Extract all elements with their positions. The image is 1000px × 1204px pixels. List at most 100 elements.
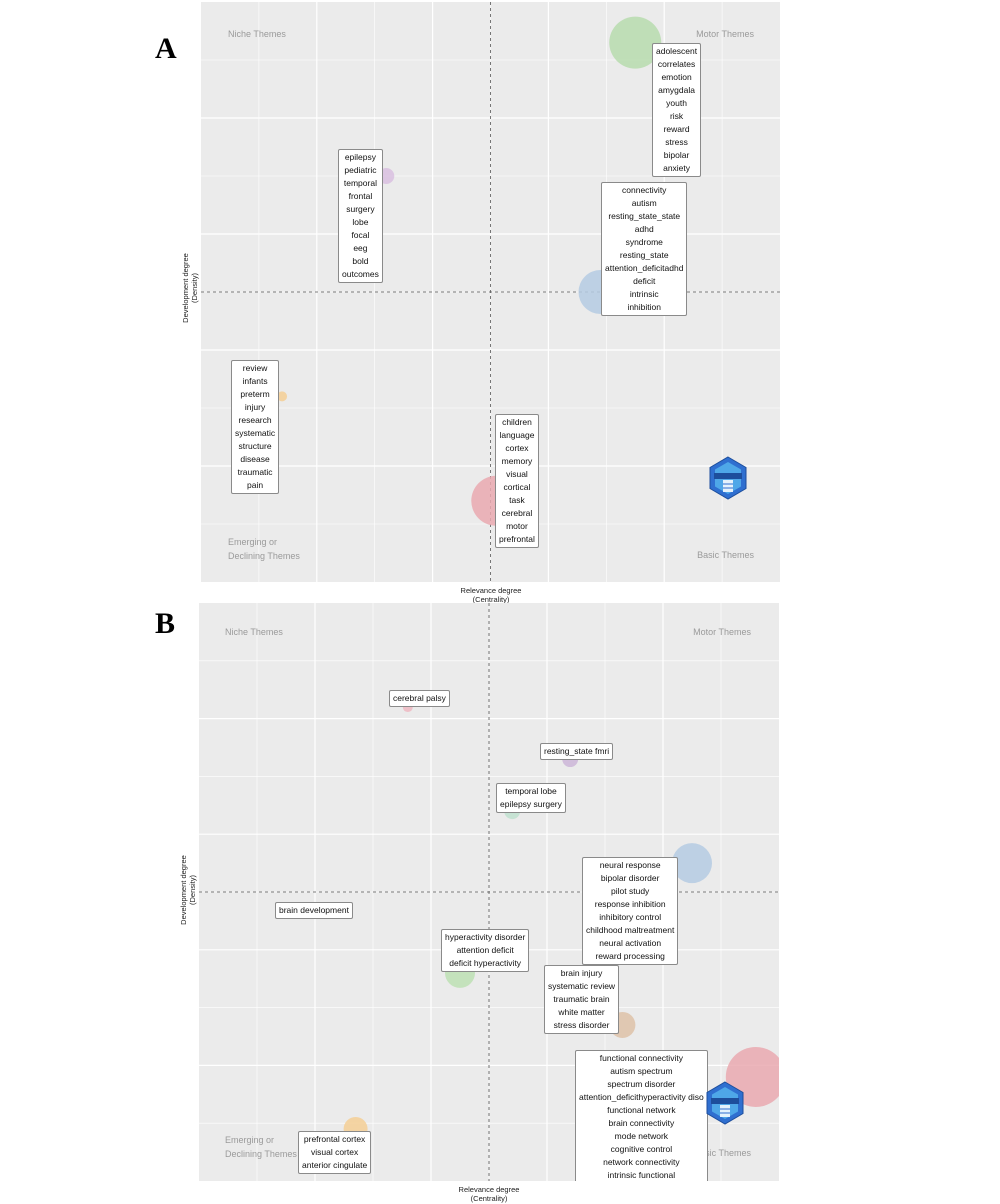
cluster-term: outcomes [342, 269, 379, 279]
x-axis-label-a-line1: Relevance degree [460, 586, 522, 595]
cluster-term: temporal [343, 178, 377, 188]
cluster-term: structure [238, 441, 272, 451]
cluster-term: preterm [240, 389, 270, 399]
quadrant-label-basic-a: Basic Themes [697, 550, 754, 560]
cluster-term: resting_state fmri [544, 746, 610, 756]
cluster-term: attention deficit [456, 945, 514, 955]
cluster-box-b-6: brain injury systematic review traumatic b… [544, 965, 620, 1034]
cluster-term: motor [506, 521, 528, 531]
quadrant-label-emerging-line2-a: Declining Themes [228, 551, 300, 561]
quadrant-label-emerging-line1-b: Emerging or [225, 1135, 275, 1145]
cluster-term: brain development [279, 905, 349, 915]
cluster-term: systematic [235, 428, 276, 438]
cluster-box-a-2: connectivity autism resting_state_state adh… [601, 182, 688, 316]
quadrant-label-motor-b: Motor Themes [693, 627, 751, 637]
cluster-term: frontal [348, 191, 373, 201]
cluster-box-b-8: prefrontal cortex visual cortex anterior c… [298, 1131, 372, 1174]
cluster-bubble [277, 391, 288, 402]
cluster-term: eeg [353, 243, 368, 253]
x-axis-label-a-line2: (Centrality) [472, 595, 510, 604]
y-axis-label-b: Development degree (Density) [179, 840, 199, 940]
cluster-term: cognitive control [610, 1144, 673, 1154]
cluster-term: epilepsy surgery [500, 799, 562, 809]
cluster-term: functional connectivity [599, 1053, 683, 1063]
cluster-term: response inhibition [594, 899, 666, 909]
cluster-term: disease [240, 454, 270, 464]
cluster-term: bold [352, 256, 369, 266]
cluster-term: reward [663, 124, 690, 134]
cluster-term: reward processing [595, 951, 665, 961]
cluster-term: research [238, 415, 272, 425]
cluster-term: review [242, 363, 268, 373]
x-axis-label-b: Relevance degree (Centrality) [439, 1185, 539, 1203]
cluster-term: intrinsic functional [607, 1170, 676, 1180]
cluster-term: infants [242, 376, 268, 386]
cluster-term: pilot study [611, 886, 650, 896]
cluster-term: brain connectivity [608, 1118, 675, 1128]
cluster-box-a-3: review infants preterm injury research system… [231, 360, 280, 494]
cluster-term: traumatic [237, 467, 273, 477]
quadrant-label-emerging-b: Emerging or Declining Themes [225, 1133, 297, 1161]
cluster-term: memory [501, 456, 533, 466]
cluster-term: inhibition [627, 302, 661, 312]
cluster-term: cortical [503, 482, 531, 492]
cluster-term: autism [631, 198, 657, 208]
cluster-term: white matter [558, 1007, 605, 1017]
cluster-term: risk [669, 111, 684, 121]
cluster-term: pediatric [344, 165, 377, 175]
cluster-term: neural response [599, 860, 661, 870]
cluster-bubble [672, 843, 712, 884]
cluster-term: amygdala [658, 85, 695, 95]
cluster-term: network connectivity [603, 1157, 680, 1167]
cluster-term: traumatic brain [553, 994, 610, 1004]
cluster-bubble [609, 16, 662, 69]
cluster-term: children [502, 417, 532, 427]
quadrant-label-emerging-line2-b: Declining Themes [225, 1149, 297, 1159]
cluster-term: injury [244, 402, 266, 412]
cluster-term: bipolar disorder [600, 873, 660, 883]
cluster-term: visual cortex [310, 1147, 359, 1157]
cluster-term: cortex [505, 443, 529, 453]
quadrant-label-emerging-a: Emerging or Declining Themes [228, 535, 300, 563]
cluster-term: functional network [607, 1105, 676, 1115]
cluster-box-b-5: hyperactivity disorder attention deficit d… [441, 929, 530, 972]
x-axis-label-b-line2: (Centrality) [470, 1194, 508, 1203]
cluster-term: neural activation [599, 938, 662, 948]
cluster-term: youth [666, 98, 687, 108]
y-axis-label-b-line2: (Density) [188, 875, 197, 906]
cluster-term: cerebral [501, 508, 533, 518]
y-axis-label-b-line1: Development degree [179, 855, 188, 925]
cluster-term: cerebral palsy [393, 693, 446, 703]
cluster-term: anterior cingulate [302, 1160, 368, 1170]
quadrant-label-niche-b: Niche Themes [225, 627, 283, 637]
cluster-box-b-0: cerebral palsy [389, 690, 450, 707]
cluster-box-b-4: brain development [275, 902, 353, 919]
cluster-box-b-7: functional connectivity autism spectrum sp… [575, 1050, 708, 1181]
cluster-term: resting_state [619, 250, 669, 260]
cluster-box-b-3: neural response bipolar disorder pilot stu… [582, 857, 679, 965]
x-axis-label-b-line1: Relevance degree [458, 1185, 520, 1194]
cluster-term: language [499, 430, 535, 440]
quadrant-label-basic-b: Basic Themes [694, 1148, 751, 1158]
cluster-box-a-1: epilepsy pediatric temporal frontal surgery l… [338, 149, 383, 283]
cluster-term: inhibitory control [599, 912, 662, 922]
cluster-term: hyperactivity disorder [445, 932, 526, 942]
quadrant-label-motor-a: Motor Themes [696, 29, 754, 39]
panel-letter-a: A [155, 32, 177, 65]
cluster-term: syndrome [625, 237, 663, 247]
cluster-term: visual [506, 469, 528, 479]
cluster-term: temporal lobe [505, 786, 557, 796]
cluster-term: emotion [661, 72, 692, 82]
cluster-term: autism spectrum [610, 1066, 673, 1076]
cluster-term: adhd [634, 224, 654, 234]
quadrant-label-emerging-line1-a: Emerging or [228, 537, 278, 547]
cluster-term: prefrontal [499, 534, 535, 544]
cluster-term: pain [247, 480, 264, 490]
cluster-term: intrinsic [629, 289, 659, 299]
cluster-box-a-0: adolescent correlates emotion amygdala youth… [652, 43, 702, 177]
cluster-term: adolescent [656, 46, 698, 56]
y-axis-label-a-line2: (Density) [190, 273, 199, 304]
cluster-box-b-1: resting_state fmri [540, 743, 614, 760]
cluster-term: brain injury [560, 968, 603, 978]
cluster-term: focal [351, 230, 370, 240]
